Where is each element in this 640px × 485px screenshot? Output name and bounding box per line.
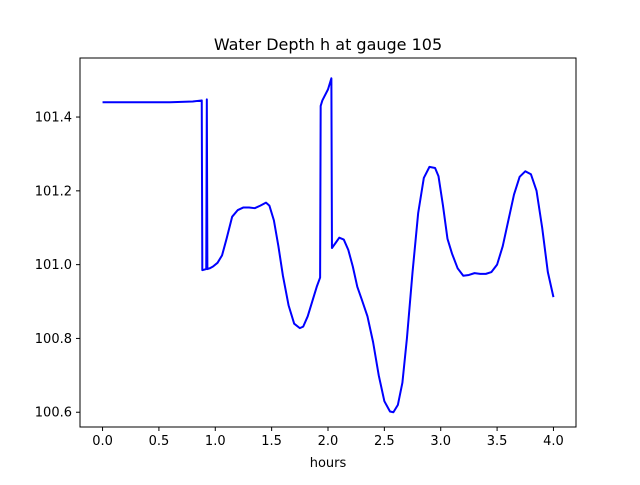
series-line-0 [102, 77, 555, 414]
x-tick-label: 0.5 [149, 434, 170, 449]
y-tick-label: 101.2 [35, 184, 72, 199]
x-tick-label: 2.5 [374, 434, 395, 449]
x-tick-label: 3.5 [487, 434, 508, 449]
x-tick-label: 2.0 [318, 434, 339, 449]
y-tick-label: 101.0 [35, 258, 72, 273]
y-tick-label: 100.6 [35, 406, 72, 421]
y-tick-label: 101.4 [35, 111, 72, 126]
y-tick-label: 100.8 [35, 332, 72, 347]
chart-title: Water Depth h at gauge 105 [214, 35, 442, 54]
axes: 0.0 0.5 1.0 1.5 2.0 2.5 3.0 3.5 4.0 100.6 100.8 101… [35, 57, 577, 449]
x-tick-label: 0.0 [92, 434, 113, 449]
x-axis-label: hours [310, 456, 347, 471]
plot-area [102, 77, 555, 414]
x-tick-label: 3.0 [430, 434, 451, 449]
x-tick-label: 1.0 [205, 434, 226, 449]
x-tick-label: 1.5 [261, 434, 282, 449]
x-tick-label: 4.0 [543, 434, 564, 449]
